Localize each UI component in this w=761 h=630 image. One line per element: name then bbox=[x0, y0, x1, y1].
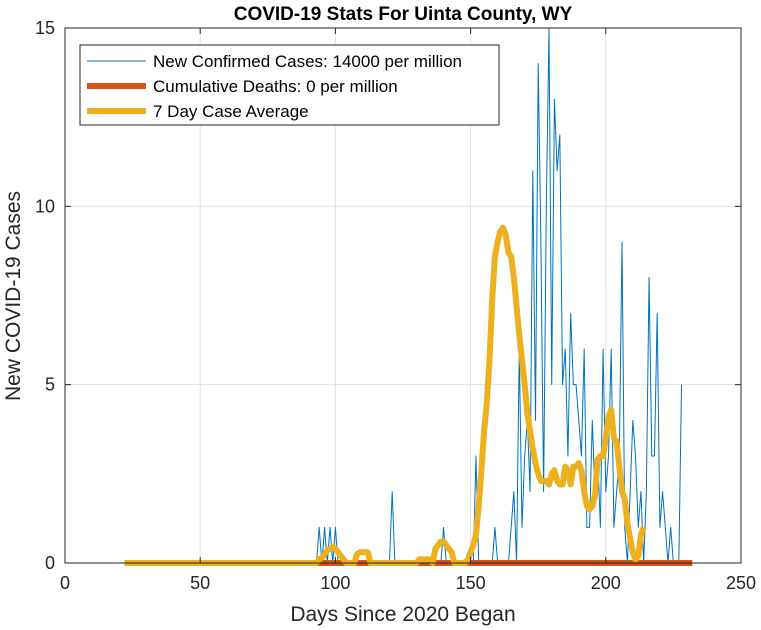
x-tick-label: 250 bbox=[726, 573, 756, 593]
x-tick-label: 50 bbox=[190, 573, 210, 593]
y-tick-label: 15 bbox=[35, 18, 55, 38]
legend-label: Cumulative Deaths: 0 per million bbox=[153, 77, 398, 96]
y-tick-label: 5 bbox=[45, 375, 55, 395]
y-axis-label: New COVID-19 Cases bbox=[2, 191, 25, 401]
ticks: 0 50 100 150 200 250 0 5 10 15 bbox=[35, 18, 756, 593]
legend-label: New Confirmed Cases: 14000 per million bbox=[153, 52, 462, 71]
plot-frame bbox=[64, 27, 742, 564]
x-tick-label: 100 bbox=[320, 573, 350, 593]
x-tick-label: 200 bbox=[591, 573, 621, 593]
legend-box bbox=[79, 44, 500, 126]
y-tick-label: 0 bbox=[45, 553, 55, 573]
x-axis-label: Days Since 2020 Began bbox=[290, 603, 515, 626]
legend: New Confirmed Cases: 14000 per million Cu… bbox=[79, 44, 500, 126]
chart-title: COVID-19 Stats For Uinta County, WY bbox=[234, 4, 573, 25]
y-tick-label: 10 bbox=[35, 196, 55, 216]
x-tick-label: 0 bbox=[60, 573, 70, 593]
x-tick-label: 150 bbox=[456, 573, 486, 593]
legend-label: 7 Day Case Average bbox=[153, 102, 309, 121]
legend-items: New Confirmed Cases: 14000 per million Cu… bbox=[87, 52, 462, 121]
